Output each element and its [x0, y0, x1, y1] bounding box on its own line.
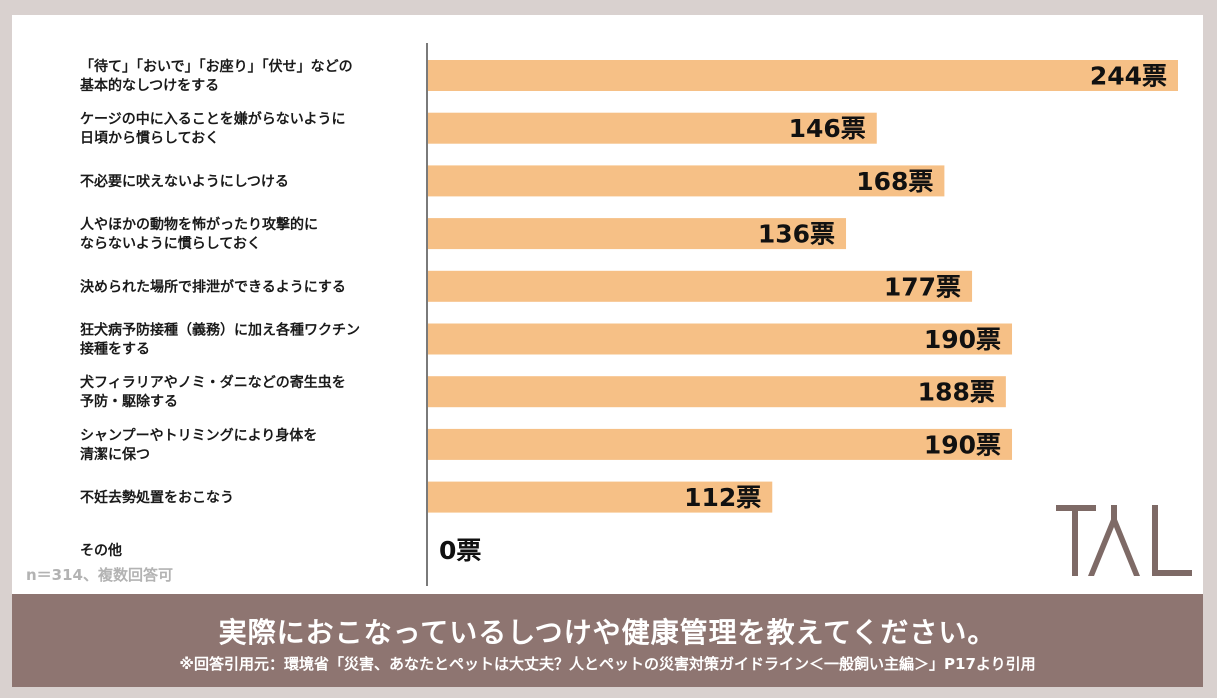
bar-value-label: 0票: [439, 536, 481, 565]
footer-source: ※回答引用元：環境省「災害、あなたとペットは大丈夫？人とペットの災害対策ガイドラ…: [179, 655, 1036, 673]
footer-banner: 実際におこなっているしつけや健康管理を教えてください。 ※回答引用元：環境省「災…: [12, 594, 1203, 687]
bar-value-label: 177票: [884, 272, 961, 301]
bar: [428, 165, 945, 197]
bar-value-label: 112票: [684, 483, 761, 512]
category-label: 人やほかの動物を怖がったり攻撃的にならないように慣らしておく: [80, 216, 318, 252]
category-label: シャンプーやトリミングにより身体を清潔に保つ: [80, 427, 317, 463]
bar-value-label: 146票: [789, 114, 866, 143]
bar: [428, 428, 1013, 460]
category-label: ケージの中に入ることを嫌がらないように日頃から慣らしておく: [80, 111, 345, 147]
bar-chart: 244票 「待て」「おいで」「お座り」「伏せ」などの基本的なしつけをする 146票 ケ…: [80, 43, 1178, 586]
bar-value-label: 190票: [924, 430, 1001, 459]
sample-note: n＝314、複数回答可: [26, 566, 173, 584]
bar: [428, 218, 847, 250]
category-label: 不妊去勢処置をおこなう: [80, 489, 234, 506]
tal-logo-icon: [1056, 505, 1192, 576]
bar: [428, 323, 1013, 355]
bar: [428, 60, 1178, 91]
category-label: 不必要に吠えないようにしつける: [80, 173, 289, 190]
footer-title: 実際におこなっているしつけや健康管理を教えてください。: [218, 616, 997, 649]
bar-value-label: 136票: [758, 220, 835, 249]
chart-panel: 244票 「待て」「おいで」「お座り」「伏せ」などの基本的なしつけをする 146票 ケ…: [12, 15, 1203, 687]
bar-value-label: 188票: [918, 378, 995, 407]
category-label: その他: [80, 542, 122, 559]
category-label: 「待て」「おいで」「お座り」「伏せ」などの基本的なしつけをする: [80, 58, 353, 94]
bar: [428, 270, 973, 302]
category-label: 犬フィラリアやノミ・ダニなどの寄生虫を予防・駆除する: [80, 374, 346, 410]
bar: [428, 376, 1006, 408]
bar-value-label: 190票: [924, 325, 1001, 354]
category-label: 決められた場所で排泄ができるようにする: [80, 278, 346, 295]
category-label: 狂犬病予防接種（義務）に加え各種ワクチン接種をする: [80, 322, 360, 358]
bar: [428, 481, 773, 513]
bar-value-label: 244票: [1090, 62, 1167, 91]
bar: [428, 112, 877, 144]
bar-value-label: 168票: [856, 167, 933, 196]
